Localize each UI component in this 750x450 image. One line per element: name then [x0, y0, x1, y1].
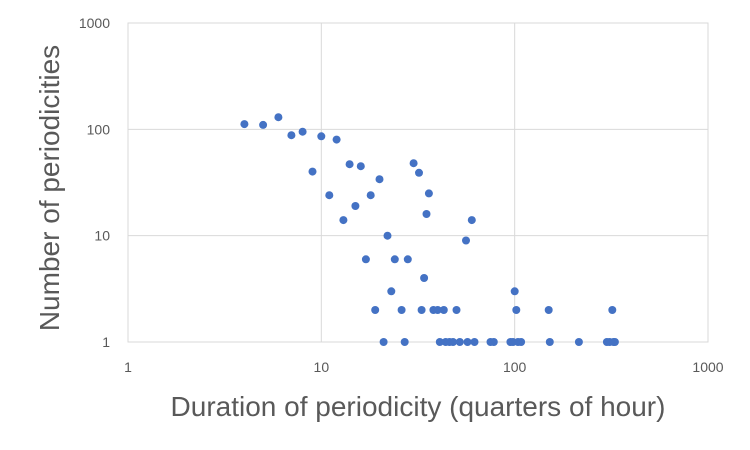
data-point — [317, 132, 326, 141]
data-point — [415, 168, 423, 177]
data-point — [379, 338, 388, 346]
data-point — [574, 338, 583, 346]
data-point — [240, 120, 249, 129]
x-tick-label: 10 — [314, 359, 330, 375]
data-point — [610, 338, 619, 346]
data-point — [387, 287, 396, 296]
data-point — [366, 191, 375, 200]
data-point — [424, 189, 433, 198]
data-point — [345, 160, 354, 169]
data-point — [351, 202, 360, 210]
y-tick-label: 10 — [94, 228, 110, 244]
plot-frame — [127, 22, 709, 343]
data-points — [240, 113, 619, 346]
data-point — [545, 338, 554, 346]
data-point — [420, 274, 429, 282]
data-point — [417, 306, 426, 314]
data-point — [259, 120, 268, 129]
data-point — [467, 216, 476, 225]
y-tick-label: 1000 — [79, 15, 110, 31]
data-point — [375, 175, 384, 184]
data-point — [439, 306, 448, 314]
data-point — [455, 338, 464, 346]
y-tick-label: 1 — [102, 334, 110, 350]
data-point — [325, 191, 334, 200]
data-point — [512, 306, 521, 314]
x-axis-title: Duration of periodicity (quarters of hou… — [171, 391, 666, 422]
data-point — [608, 306, 617, 314]
data-point — [463, 338, 472, 346]
data-point — [339, 216, 348, 225]
data-point — [517, 338, 526, 346]
y-tick-labels: 1 10 100 1000 — [79, 15, 110, 350]
x-tick-label: 1 — [124, 359, 132, 375]
data-point — [544, 306, 553, 314]
data-point — [433, 306, 442, 314]
data-point — [298, 127, 307, 136]
y-axis-title: Number of periodicities — [34, 45, 65, 331]
data-point — [397, 306, 406, 314]
data-point — [449, 338, 457, 346]
data-point — [510, 287, 519, 296]
x-tick-label: 1000 — [692, 359, 723, 375]
data-point — [287, 131, 296, 140]
data-point — [462, 236, 470, 245]
grid-lines — [128, 23, 708, 342]
data-point — [308, 167, 317, 176]
data-point — [489, 338, 498, 346]
x-tick-label: 100 — [503, 359, 527, 375]
data-point — [371, 306, 380, 314]
data-point — [356, 162, 365, 171]
data-point — [332, 135, 341, 144]
y-tick-label: 100 — [87, 121, 111, 137]
x-tick-labels: 1 10 100 1000 — [124, 359, 724, 375]
data-point — [422, 210, 431, 218]
data-point — [400, 338, 409, 346]
data-point — [435, 338, 444, 346]
data-point — [390, 255, 399, 264]
data-point — [383, 231, 392, 240]
data-point — [274, 113, 283, 122]
data-point — [409, 159, 418, 168]
data-point — [361, 255, 370, 264]
data-point — [452, 306, 461, 314]
data-point — [470, 338, 479, 346]
data-point — [403, 255, 412, 264]
